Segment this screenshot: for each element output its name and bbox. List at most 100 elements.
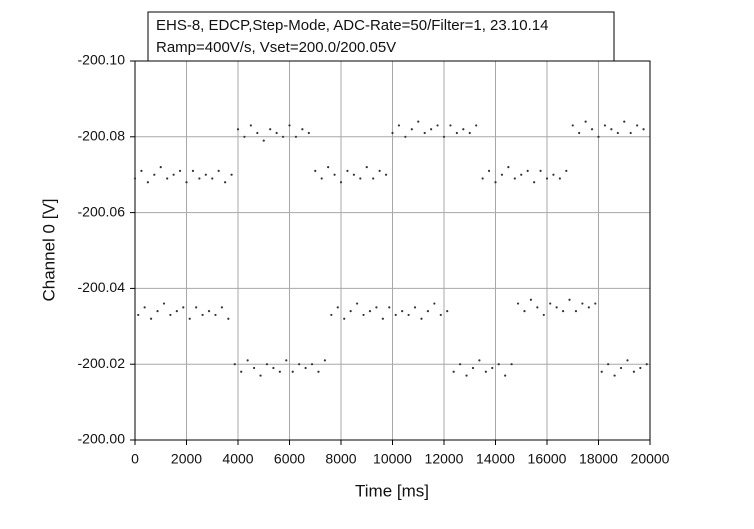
x-tick-label: 16000 [528, 451, 567, 467]
point [133, 177, 137, 180]
point [446, 310, 449, 313]
point [137, 313, 140, 317]
point [188, 317, 191, 320]
point [420, 317, 423, 320]
point [336, 306, 339, 309]
point [195, 306, 198, 309]
point [384, 173, 388, 176]
point [404, 135, 407, 138]
point [198, 177, 201, 180]
point [500, 173, 504, 176]
point [458, 363, 462, 366]
point [291, 370, 294, 373]
point [542, 313, 545, 317]
point [523, 310, 526, 313]
point [269, 128, 272, 131]
point [381, 317, 384, 320]
point [304, 366, 307, 370]
point [211, 177, 214, 180]
point [433, 302, 436, 305]
point [423, 131, 426, 135]
point [636, 124, 639, 127]
point [169, 313, 172, 317]
point [352, 173, 355, 176]
point [307, 131, 310, 135]
point [243, 135, 246, 138]
point [230, 173, 233, 176]
point [520, 173, 523, 176]
point [581, 302, 584, 305]
point [388, 306, 391, 309]
y-tick-label: -200.02 [78, 355, 126, 371]
x-axis-label: Time [ms] [355, 481, 429, 500]
point [159, 166, 162, 169]
point [343, 317, 346, 320]
point [397, 124, 401, 127]
point [217, 169, 220, 173]
point [468, 131, 471, 135]
point [494, 181, 497, 184]
point [487, 169, 491, 173]
x-tick-label: 20000 [631, 451, 670, 467]
point [207, 310, 211, 313]
point [178, 169, 182, 173]
point [600, 370, 603, 373]
chart-title: EHS-8, EDCP,Step-Mode, ADC-Rate=50/Filte… [156, 17, 548, 34]
point [549, 302, 552, 305]
point [629, 131, 632, 135]
point [436, 124, 439, 127]
x-tick-label: 12000 [425, 451, 464, 467]
point [310, 363, 314, 366]
point [246, 359, 249, 362]
point [346, 169, 349, 173]
x-tick-label: 10000 [373, 451, 412, 467]
x-tick-label: 14000 [476, 451, 515, 467]
point [240, 370, 243, 373]
point [590, 128, 594, 131]
point [455, 131, 458, 135]
y-tick-label: -200.10 [78, 52, 126, 68]
point [314, 169, 317, 173]
point [220, 306, 224, 309]
point [465, 374, 468, 377]
point [533, 181, 536, 184]
point [275, 131, 278, 135]
point [301, 128, 304, 131]
point [587, 306, 590, 309]
point [616, 131, 619, 135]
point [642, 128, 645, 131]
point [294, 135, 298, 138]
point [156, 310, 159, 313]
point [153, 173, 156, 176]
point [365, 166, 368, 169]
point [333, 173, 336, 176]
point [516, 302, 520, 305]
point [603, 124, 607, 127]
point [224, 181, 227, 184]
point [645, 363, 648, 366]
point [507, 166, 510, 169]
y-tick-label: -200.08 [78, 128, 126, 144]
point [639, 366, 642, 370]
point [597, 135, 600, 138]
point [449, 124, 452, 127]
point [536, 306, 539, 309]
point [513, 177, 516, 180]
x-tick-label: 18000 [579, 451, 618, 467]
point [394, 313, 397, 317]
point [491, 366, 494, 370]
point [191, 169, 195, 173]
point [298, 363, 301, 366]
point [555, 306, 558, 309]
point [410, 128, 413, 131]
y-tick-label: -200.06 [78, 203, 126, 219]
point [272, 366, 275, 370]
point [330, 313, 333, 317]
point [610, 128, 613, 131]
point [623, 120, 626, 123]
point [442, 135, 446, 138]
point [471, 366, 475, 370]
point [430, 128, 433, 131]
x-tick-label: 8000 [325, 451, 356, 467]
point [146, 181, 149, 184]
